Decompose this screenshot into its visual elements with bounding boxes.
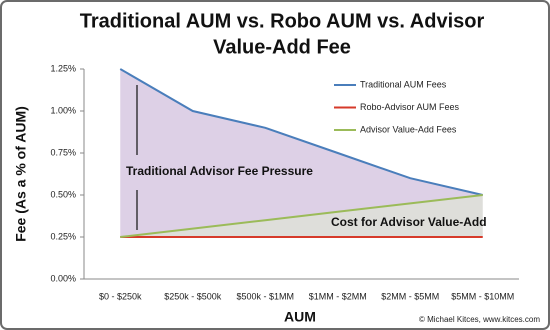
chart-title: Traditional AUM vs. Robo AUM vs. Advisor bbox=[80, 10, 485, 32]
legend-label: Advisor Value-Add Fees bbox=[360, 124, 457, 134]
series-line bbox=[120, 194, 483, 238]
x-tick-label: $1MM - $2MM bbox=[309, 291, 367, 301]
x-tick-label: $0 - $250k bbox=[99, 291, 142, 301]
credit: © Michael Kitces, www.kitces.com bbox=[419, 315, 540, 324]
y-tick-label: 0.00% bbox=[50, 273, 76, 283]
fill-area bbox=[120, 69, 483, 237]
x-tick-label: $5MM - $10MM bbox=[451, 291, 514, 301]
y-axis-title: Fee (As a % of AUM) bbox=[13, 106, 29, 242]
series-line bbox=[119, 68, 483, 196]
x-tick-label: $250k - $500k bbox=[164, 291, 222, 301]
annotation: Cost for Advisor Value-Add bbox=[331, 215, 487, 229]
y-tick-label: 0.50% bbox=[50, 189, 76, 199]
legend-label: Robo-Advisor AUM Fees bbox=[360, 102, 460, 112]
y-tick-label: 1.00% bbox=[50, 105, 76, 115]
x-axis-title: AUM bbox=[284, 309, 316, 325]
x-tick-label: $500k - $1MM bbox=[236, 291, 294, 301]
x-tick-label: $2MM - $5MM bbox=[381, 291, 439, 301]
legend-label: Traditional AUM Fees bbox=[360, 79, 447, 89]
y-tick-label: 1.25% bbox=[50, 63, 76, 73]
y-tick-label: 0.75% bbox=[50, 147, 76, 157]
y-tick-label: 0.25% bbox=[50, 231, 76, 241]
annotation: Traditional Advisor Fee Pressure bbox=[126, 164, 313, 178]
chart-title: Value-Add Fee bbox=[213, 36, 351, 58]
